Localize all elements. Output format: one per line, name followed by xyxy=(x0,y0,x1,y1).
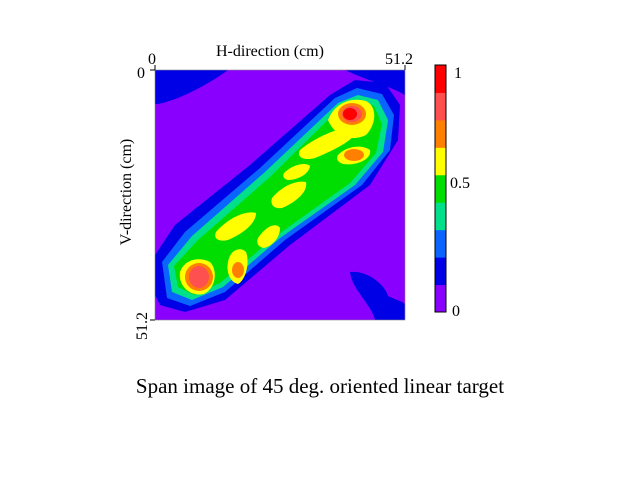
colorbar-label-max: 1 xyxy=(454,65,462,82)
colorbar-level-4 xyxy=(435,174,446,203)
yellow-streak-lower xyxy=(215,212,256,241)
heatmap-plot-area xyxy=(155,70,405,320)
plot-frame xyxy=(154,69,406,321)
orange-blob-lower-mid xyxy=(232,262,244,278)
yellow-streak-center xyxy=(283,164,310,180)
colorbar-label-mid: 0.5 xyxy=(450,175,470,192)
y-tick-label-max: 51.2 xyxy=(134,312,151,340)
figure-caption: Span image of 45 deg. oriented linear ta… xyxy=(135,374,505,398)
x-axis-label: H-direction (cm) xyxy=(216,43,324,60)
blue-region-top-right xyxy=(345,70,405,95)
colorbar-label-min: 0 xyxy=(452,303,460,320)
y-tick-label-0: 0 xyxy=(137,65,145,82)
x-tick-label-0: 0 xyxy=(148,51,156,68)
colorbar-level-3 xyxy=(435,202,446,231)
x-tick-label-max: 51.2 xyxy=(385,51,413,68)
blue-region-top-left xyxy=(155,70,228,104)
colorbar xyxy=(435,65,446,313)
colorbar-level-6 xyxy=(435,119,446,148)
colorbar-level-5 xyxy=(435,147,446,176)
pink-blob-bottom-left xyxy=(189,266,209,288)
colorbar-level-8 xyxy=(435,65,446,93)
colorbar-level-1 xyxy=(435,257,446,286)
blue-region-bottom-right xyxy=(350,271,405,320)
colorbar-level-7 xyxy=(435,92,446,121)
colorbar-level-0 xyxy=(435,284,446,313)
colorbar-level-2 xyxy=(435,229,446,258)
colorbar-frame xyxy=(434,64,447,313)
yellow-streak-mid xyxy=(271,181,307,209)
red-blob-top xyxy=(343,108,357,120)
y-axis-label: V-direction (cm) xyxy=(118,138,135,246)
yellow-streak-upper xyxy=(298,127,357,160)
orange-blob-mid-right xyxy=(344,149,364,161)
yellow-streak-low-mid xyxy=(257,225,280,248)
